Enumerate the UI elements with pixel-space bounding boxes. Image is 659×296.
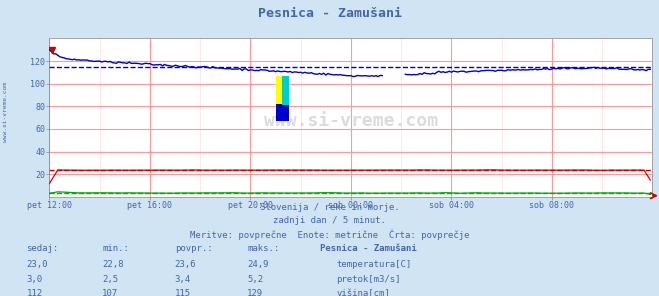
Text: Pesnica - Zamušani: Pesnica - Zamušani (258, 7, 401, 20)
Text: www.si-vreme.com: www.si-vreme.com (264, 112, 438, 130)
Text: povpr.:: povpr.: (175, 244, 212, 253)
Text: Slovenija / reke in morje.: Slovenija / reke in morje. (260, 203, 399, 212)
Text: pretok[m3/s]: pretok[m3/s] (336, 275, 401, 284)
Text: temperatura[C]: temperatura[C] (336, 260, 411, 269)
Text: maks.:: maks.: (247, 244, 279, 253)
Text: 107: 107 (102, 289, 118, 296)
Text: 23,0: 23,0 (26, 260, 48, 269)
Bar (275, 104, 289, 121)
Text: 115: 115 (175, 289, 190, 296)
Text: 112: 112 (26, 289, 42, 296)
Text: sedaj:: sedaj: (26, 244, 59, 253)
Text: 129: 129 (247, 289, 263, 296)
Text: 22,8: 22,8 (102, 260, 124, 269)
Text: 2,5: 2,5 (102, 275, 118, 284)
Text: min.:: min.: (102, 244, 129, 253)
Text: www.si-vreme.com: www.si-vreme.com (3, 83, 9, 142)
Text: 24,9: 24,9 (247, 260, 269, 269)
Text: Pesnica - Zamušani: Pesnica - Zamušani (320, 244, 416, 253)
Text: 3,0: 3,0 (26, 275, 42, 284)
Text: 3,4: 3,4 (175, 275, 190, 284)
Text: Meritve: povprečne  Enote: metrične  Črta: povprečje: Meritve: povprečne Enote: metrične Črta:… (190, 229, 469, 240)
Text: 23,6: 23,6 (175, 260, 196, 269)
Bar (275, 76, 289, 105)
Text: zadnji dan / 5 minut.: zadnji dan / 5 minut. (273, 216, 386, 225)
Bar (282, 76, 289, 105)
Text: 5,2: 5,2 (247, 275, 263, 284)
Text: višina[cm]: višina[cm] (336, 289, 390, 296)
